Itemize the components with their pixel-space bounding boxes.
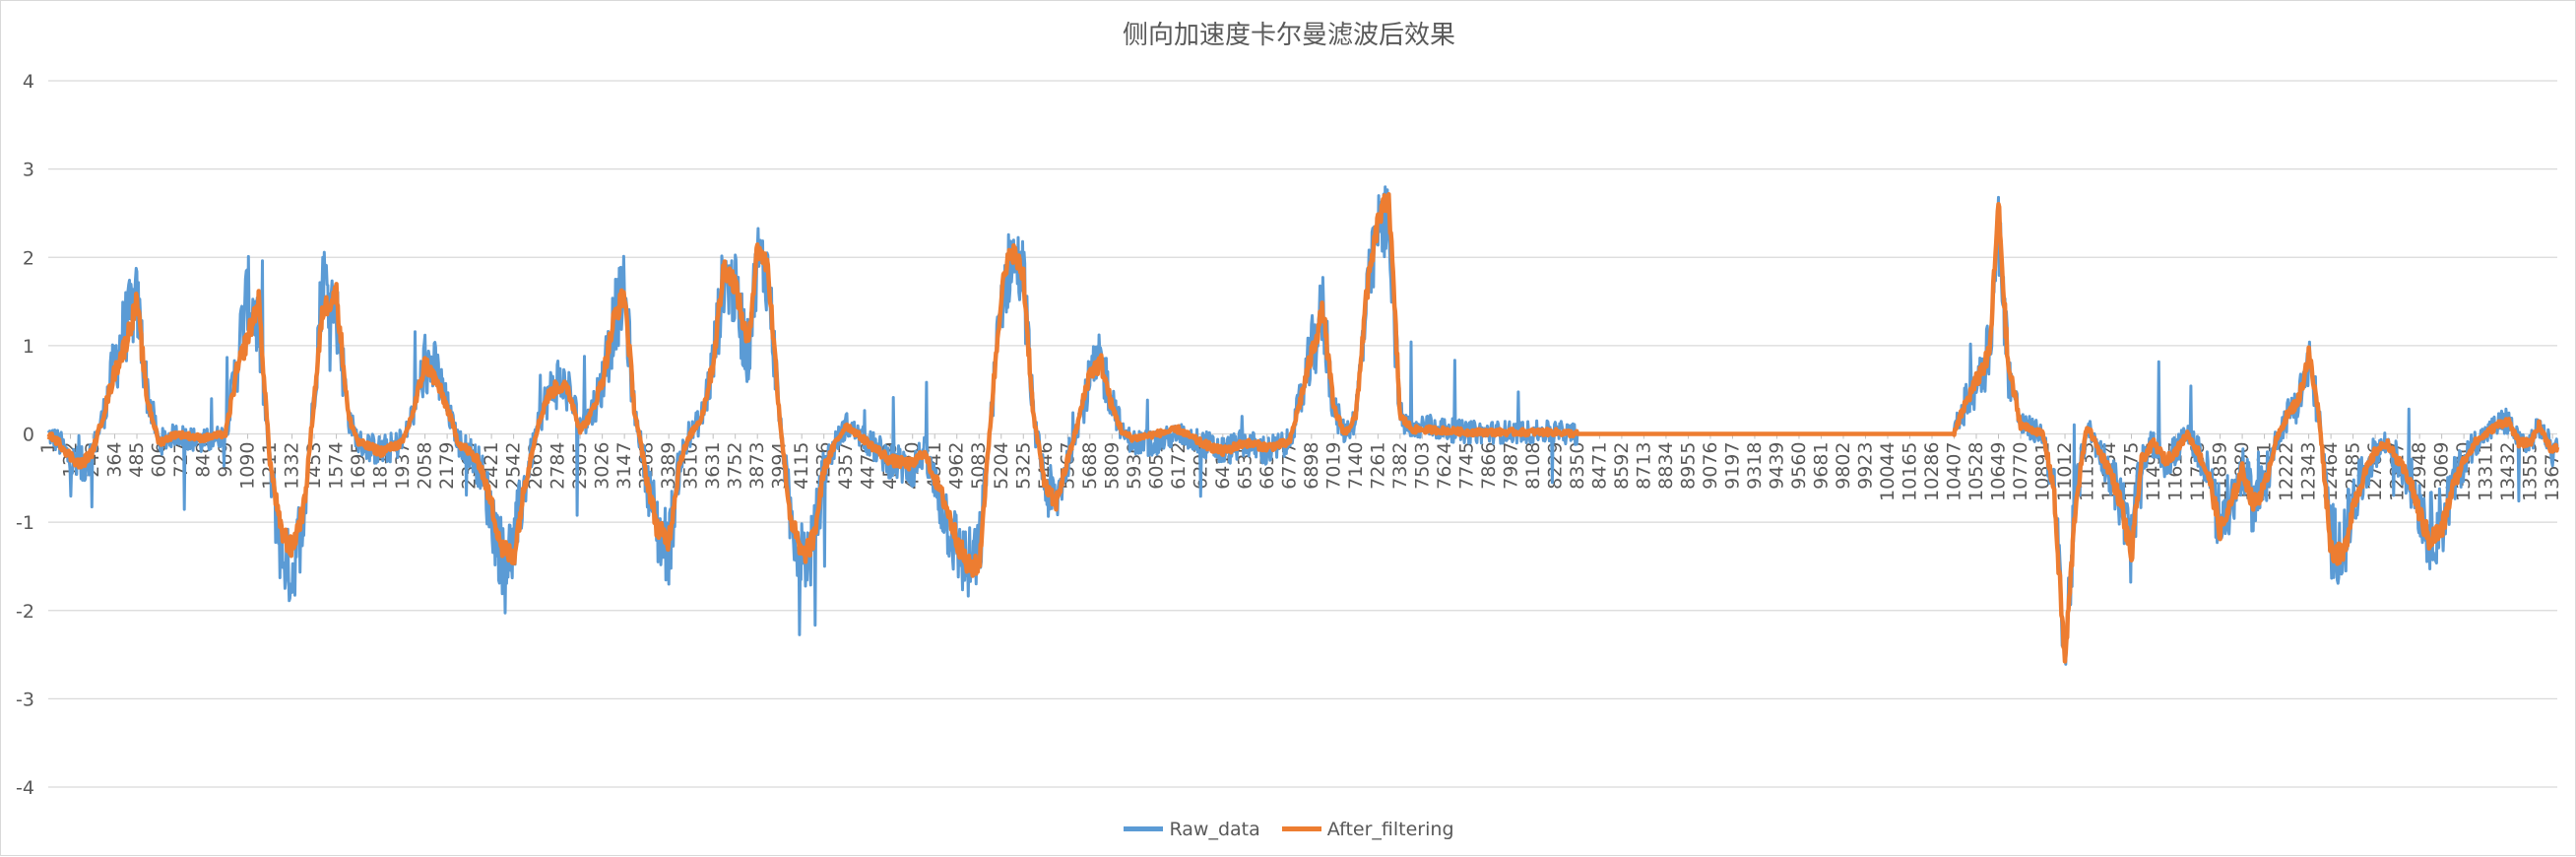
x-tick-label: 9318 (1744, 442, 1766, 490)
x-tick-label: 8592 (1611, 442, 1633, 490)
x-tick-label: 6172 (1168, 442, 1190, 490)
x-tick-label: 9197 (1721, 442, 1743, 490)
legend-swatch-filtered (1281, 826, 1321, 831)
x-tick-label: 12222 (2276, 442, 2297, 501)
x-tick-label: 9802 (1833, 442, 1854, 490)
x-tick-label: 485 (126, 442, 148, 478)
x-tick-label: 4115 (791, 442, 812, 490)
x-tick-label: 10528 (1965, 442, 1987, 501)
x-tick-label: 9560 (1788, 442, 1810, 490)
legend-label-raw: Raw_data (1169, 818, 1260, 840)
x-tick-label: 1332 (282, 442, 303, 490)
x-tick-label: 10286 (1921, 442, 1943, 501)
x-tick-label: 1574 (326, 442, 348, 490)
x-tick-label: 4357 (835, 442, 857, 490)
x-tick-label: 8713 (1633, 442, 1654, 490)
legend-label-filtered: After_filtering (1326, 818, 1454, 840)
x-tick-label: 2905 (569, 442, 591, 490)
legend-swatch-raw (1124, 826, 1164, 831)
y-tick-label: 0 (23, 425, 34, 446)
x-tick-label: 13674 (2542, 442, 2563, 501)
x-tick-label: 3389 (658, 442, 679, 490)
y-tick-label: -4 (16, 777, 34, 799)
x-tick-label: 3147 (613, 442, 635, 490)
x-tick-label: 364 (104, 442, 126, 478)
x-tick-label: 2784 (547, 442, 569, 490)
x-tick-label: 3873 (746, 442, 768, 490)
x-tick-label: 12343 (2298, 442, 2320, 501)
x-tick-label: 5809 (1101, 442, 1123, 490)
x-tick-label: 8955 (1677, 442, 1699, 490)
series-line-After_filtering (46, 192, 2560, 664)
x-tick-label: 7866 (1478, 442, 1500, 490)
chart-title: 侧向加速度卡尔曼滤波后效果 (1122, 21, 1455, 50)
x-tick-label: 8108 (1522, 442, 1544, 490)
x-tick-label: 9681 (1810, 442, 1832, 490)
x-tick-label: 8471 (1588, 442, 1610, 490)
y-tick-label: 4 (23, 71, 34, 93)
x-tick-label: 2058 (415, 442, 436, 490)
x-tick-label: 7382 (1389, 442, 1411, 490)
x-tick-label: 9439 (1766, 442, 1787, 490)
series-line-Raw_data (46, 185, 2559, 666)
y-tick-label: -3 (16, 689, 34, 710)
x-tick-label: 3631 (702, 442, 724, 490)
x-tick-label: 7987 (1500, 442, 1521, 490)
y-tick-label: 2 (23, 247, 34, 269)
x-tick-label: 3752 (725, 442, 746, 490)
x-tick-label: 606 (149, 442, 170, 478)
x-tick-label: 8834 (1655, 442, 1677, 490)
x-tick-label: 9923 (1854, 442, 1876, 490)
y-tick-label: 3 (23, 160, 34, 181)
x-tick-label: 10044 (1877, 442, 1899, 501)
x-tick-label: 1090 (237, 442, 259, 490)
x-tick-label: 7261 (1367, 442, 1388, 490)
y-tick-label: -2 (16, 601, 34, 623)
x-tick-label: 10649 (1988, 442, 2010, 501)
x-tick-label: 7503 (1411, 442, 1433, 490)
x-tick-label: 6777 (1278, 442, 1300, 490)
x-tick-label: 727 (170, 442, 192, 478)
x-tick-label: 10165 (1899, 442, 1920, 501)
x-tick-label: 11012 (2054, 442, 2076, 501)
x-tick-label: 7745 (1455, 442, 1477, 490)
legend-item-filtered: After_filtering (1281, 818, 1454, 840)
y-tick-label: -1 (16, 512, 34, 534)
x-tick-label: 2179 (436, 442, 458, 490)
legend-item-raw: Raw_data (1124, 818, 1260, 840)
x-tick-label: 7624 (1434, 442, 1455, 490)
x-tick-label: 5325 (1012, 442, 1034, 490)
series-group (46, 185, 2560, 666)
x-tick-label: 9076 (1700, 442, 1721, 490)
gridlines (48, 80, 2557, 788)
x-tick-label: 7019 (1322, 442, 1344, 490)
x-tick-label: 6898 (1301, 442, 1322, 490)
x-tick-label: 2542 (503, 442, 525, 490)
legend: Raw_data After_filtering (1, 815, 2576, 840)
x-tick-label: 7140 (1345, 442, 1367, 490)
y-tick-label: 1 (23, 336, 34, 358)
y-axis: -4 -3 -2 -1 0 1 2 3 4 (16, 71, 34, 799)
x-tick-label: 5204 (991, 442, 1012, 490)
x-tick-label: 8350 (1567, 442, 1588, 490)
x-tick-label: 13553 (2520, 442, 2542, 501)
x-tick-label: 10407 (1944, 442, 1965, 501)
x-tick-label: 4962 (946, 442, 968, 490)
x-tick-label: 10770 (2010, 442, 2031, 501)
x-tick-label: 13311 (2476, 442, 2497, 501)
x-tick-label: 8229 (1544, 442, 1566, 490)
x-tick-label: 5688 (1079, 442, 1101, 490)
x-tick-label: 13432 (2497, 442, 2519, 501)
x-tick-label: 3026 (592, 442, 613, 490)
